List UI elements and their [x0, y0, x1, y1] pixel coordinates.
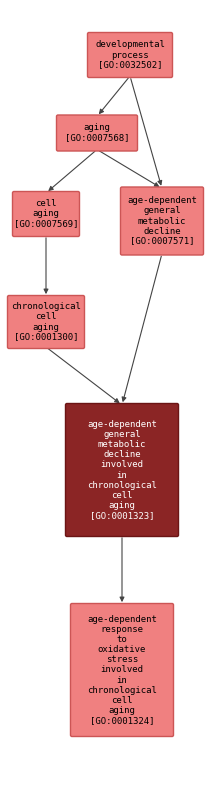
Text: age-dependent
response
to
oxidative
stress
involved
in
chronological
cell
aging
: age-dependent response to oxidative stre…	[87, 615, 157, 725]
Text: chronological
cell
aging
[GO:0001300]: chronological cell aging [GO:0001300]	[11, 303, 81, 341]
FancyBboxPatch shape	[70, 603, 173, 737]
FancyBboxPatch shape	[121, 187, 204, 255]
Text: age-dependent
general
metabolic
decline
[GO:0007571]: age-dependent general metabolic decline …	[127, 196, 197, 245]
Text: developmental
process
[GO:0032502]: developmental process [GO:0032502]	[95, 40, 165, 70]
Text: age-dependent
general
metabolic
decline
involved
in
chronological
cell
aging
[GO: age-dependent general metabolic decline …	[87, 420, 157, 520]
FancyBboxPatch shape	[88, 33, 172, 78]
FancyBboxPatch shape	[8, 295, 84, 349]
FancyBboxPatch shape	[56, 115, 138, 151]
FancyBboxPatch shape	[65, 403, 178, 537]
Text: cell
aging
[GO:0007569]: cell aging [GO:0007569]	[14, 199, 78, 229]
FancyBboxPatch shape	[13, 191, 79, 237]
Text: aging
[GO:0007568]: aging [GO:0007568]	[65, 124, 129, 143]
